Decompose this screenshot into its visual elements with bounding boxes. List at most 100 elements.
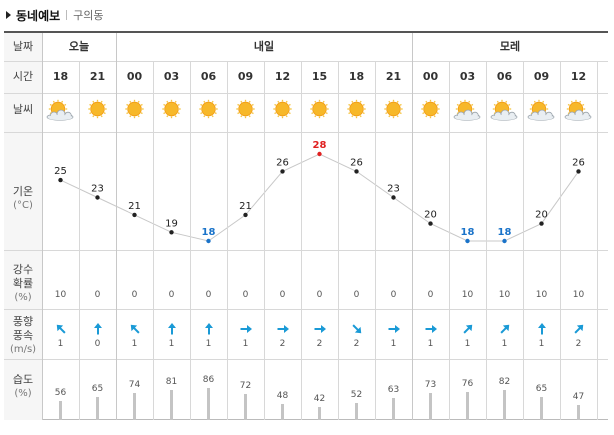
humidity-bar <box>207 387 210 420</box>
wind-arrow-icon <box>412 322 449 336</box>
precip-cell: 0 <box>242 290 249 300</box>
row-divider <box>4 132 608 133</box>
time-cell: 21 <box>385 70 402 83</box>
temperature-label: 18 <box>461 227 475 238</box>
humidity-bar <box>281 404 284 420</box>
humidity-value: 82 <box>498 376 511 387</box>
precip-cell: 0 <box>205 290 212 300</box>
day-divider <box>411 33 413 420</box>
wind-speed-cell: 1 <box>464 339 471 349</box>
precip-cell: 10 <box>572 290 585 300</box>
precip-cell: 0 <box>390 290 397 300</box>
temperature-label: 21 <box>128 201 141 212</box>
column-divider <box>522 61 524 420</box>
row-label-temp: 기온 (°C) <box>4 185 42 213</box>
label-column <box>4 33 42 420</box>
time-cell: 09 <box>237 70 254 83</box>
column-divider <box>374 61 376 420</box>
humidity-bar <box>133 393 136 420</box>
humidity-bar <box>503 389 506 420</box>
time-cell: 03 <box>163 70 180 83</box>
column-divider <box>596 61 598 420</box>
temp-unit: (°C) <box>13 200 33 211</box>
temperature-label: 25 <box>54 166 67 177</box>
temperature-point <box>132 212 137 218</box>
wind-arrow-icon <box>338 322 375 336</box>
sunny-icon <box>116 98 153 122</box>
temperature-point <box>95 195 100 200</box>
sunny-icon <box>301 98 338 122</box>
bullet-icon <box>6 11 11 19</box>
humidity-value: 81 <box>165 376 178 387</box>
temperature-point <box>502 238 507 244</box>
humidity-bar <box>577 404 580 420</box>
temperature-label: 21 <box>239 201 252 212</box>
humidity-value: 86 <box>202 374 215 385</box>
humidity-value: 48 <box>276 391 289 402</box>
temperature-point <box>317 151 322 157</box>
wind-speed-cell: 1 <box>501 339 508 349</box>
temperature-label: 26 <box>572 157 585 168</box>
wind-speed-cell: 1 <box>538 339 545 349</box>
column-divider <box>152 61 154 420</box>
temperature-point <box>428 221 433 226</box>
sunny-icon <box>264 98 301 122</box>
wind-arrow-icon <box>301 322 338 336</box>
humidity-bar <box>96 397 99 420</box>
wind-arrow-icon <box>375 322 412 336</box>
humidity-bar <box>355 402 358 420</box>
wind-arrow-icon <box>486 322 523 336</box>
wind-arrow-icon <box>560 322 597 336</box>
humidity-value: 74 <box>128 380 141 391</box>
time-cell: 06 <box>200 70 217 83</box>
sunny-icon <box>338 98 375 122</box>
temperature-label: 26 <box>276 157 289 168</box>
column-divider <box>226 61 228 420</box>
partly-cloudy-icon <box>449 98 486 122</box>
humidity-value: 76 <box>461 379 474 390</box>
wind-speed-cell: 2 <box>316 339 323 349</box>
wind-speed-cell: 1 <box>168 339 175 349</box>
time-cell: 06 <box>496 70 513 83</box>
row-divider <box>4 359 608 360</box>
wind-label-2: 풍속 <box>12 329 34 342</box>
temperature-label: 18 <box>498 227 512 238</box>
precip-cell: 10 <box>535 290 548 300</box>
column-divider <box>263 61 265 420</box>
day-divider <box>115 33 117 420</box>
time-cell: 15 <box>311 70 328 83</box>
precip-label-2: 확률 <box>12 277 34 290</box>
day-tomorrow: 내일 <box>253 40 275 53</box>
temperature-label: 20 <box>535 210 548 221</box>
humidity-unit: (%) <box>14 388 32 399</box>
humidity-bar <box>429 393 432 420</box>
precip-cell: 0 <box>279 290 286 300</box>
wind-arrow-icon <box>449 322 486 336</box>
humidity-value: 56 <box>54 387 67 398</box>
wind-speed-cell: 1 <box>427 339 434 349</box>
temperature-label: 23 <box>91 184 104 195</box>
column-divider <box>78 61 80 420</box>
temperature-point <box>354 169 359 174</box>
location-label[interactable]: 구의동 <box>73 9 104 22</box>
row-label-weather: 날씨 <box>12 103 34 116</box>
wind-speed-cell: 1 <box>390 339 397 349</box>
humidity-value: 47 <box>572 391 585 402</box>
forecast-table: 날짜 시간 날씨 기온 (°C) 강수 확률 (%) 풍향 풍속 (m/s) 습… <box>4 31 608 420</box>
temperature-label: 18 <box>202 227 216 238</box>
humidity-label: 습도 <box>12 373 34 386</box>
row-divider <box>4 61 608 62</box>
wind-speed-cell: 2 <box>279 339 286 349</box>
precip-label-1: 강수 <box>12 263 34 276</box>
time-cell: 00 <box>126 70 143 83</box>
wind-speed-cell: 1 <box>57 339 64 349</box>
column-divider <box>559 61 561 420</box>
temperature-point <box>169 230 174 235</box>
row-divider <box>4 309 608 310</box>
day-today: 오늘 <box>68 40 90 53</box>
temp-label: 기온 <box>12 185 34 198</box>
wind-speed-cell: 1 <box>131 339 138 349</box>
time-cell: 18 <box>52 70 69 83</box>
temperature-point <box>280 169 285 174</box>
temperature-point <box>243 212 248 218</box>
